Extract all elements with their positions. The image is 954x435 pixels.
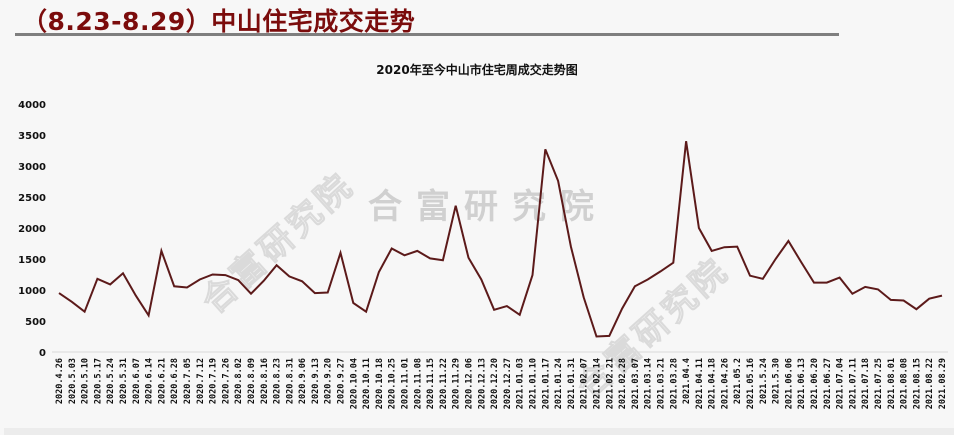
x-axis-tick: 2021.04.26: [720, 358, 730, 409]
y-axis-tick: 500: [25, 317, 46, 328]
x-axis-tick: 2020.7.05: [183, 358, 193, 404]
watermark-center: 合富研究院: [368, 187, 608, 227]
x-axis-tick: 2021.01.31: [567, 358, 577, 409]
y-axis-tick: 3000: [18, 162, 46, 173]
chart-title: 2020年至今中山市住宅周成交走势图: [376, 63, 578, 77]
x-axis-tick: 2020.5.17: [93, 358, 103, 404]
x-axis-tick: 2021.08.01: [887, 358, 897, 409]
x-axis-tick: 2020.9.27: [337, 358, 347, 404]
y-axis-tick: 2500: [18, 193, 46, 204]
x-axis-tick: 2020.9.20: [324, 358, 334, 404]
x-axis-tick: 2021.5.24: [759, 358, 769, 404]
x-axis-tick: 2021.08.22: [925, 358, 935, 409]
y-axis-tick: 4000: [18, 100, 46, 111]
x-axis-tick: 2020.6.07: [132, 358, 142, 404]
series-line: [58, 141, 943, 338]
x-axis-tick: 2020.8.31: [285, 358, 295, 404]
x-axis-tick: 2021.05.2: [733, 358, 743, 404]
page-title: （8.23-8.29）中山住宅成交走势: [22, 7, 416, 36]
x-axis-tick: 2021.05.16: [746, 358, 756, 409]
x-axis-tick: 2020.12.20: [490, 358, 500, 409]
x-axis-tick: 2021.08.29: [938, 358, 948, 409]
x-axis-tick: 2021.06.27: [823, 358, 833, 409]
x-axis-tick: 2020.11.15: [426, 358, 436, 409]
x-axis-tick: 2021.01.17: [541, 358, 551, 409]
x-axis-tick: 2020.5.24: [106, 358, 116, 404]
x-axis-tick: 2020.9.06: [298, 358, 308, 404]
x-axis-tick: 2020.8.02: [234, 358, 244, 404]
x-axis-tick: 2021.01.24: [554, 358, 564, 409]
x-axis-tick: 2021.04.11: [695, 358, 705, 409]
y-axis-tick: 0: [39, 348, 46, 359]
x-axis-tick: 2020.11.22: [439, 358, 449, 409]
x-axis-tick: 2021.06.06: [784, 358, 794, 409]
x-axis-tick: 2020.6.21: [157, 358, 167, 404]
x-axis-tick: 2020.7.26: [221, 358, 231, 404]
x-axis-tick: 2020.10.11: [362, 358, 372, 409]
x-axis-tick: 2021.01.03: [516, 358, 526, 409]
x-axis-tick: 2021.03.21: [656, 358, 666, 409]
x-axis-tick: 2021.08.15: [912, 358, 922, 409]
x-axis-tick: 2021.07.18: [861, 358, 871, 409]
x-axis-tick: 2021.03.14: [644, 358, 654, 409]
x-axis-tick: 2021.08.08: [900, 358, 910, 409]
x-axis-tick: 2021.02.28: [618, 358, 628, 409]
x-axis-tick: 2021.01.10: [528, 358, 538, 409]
x-axis-tick: 2021.06.13: [797, 358, 807, 409]
x-axis-tick: 2021.03.28: [669, 358, 679, 409]
x-axis-tick: 2021.07.11: [848, 358, 858, 409]
x-axis-tick: 2021.04.18: [708, 358, 718, 409]
x-axis-tick: 2020.12.27: [503, 358, 513, 409]
x-axis-tick: 2020.8.23: [273, 358, 283, 404]
x-axis-tick: 2020.4.26: [55, 358, 65, 404]
y-axis-tick: 1000: [18, 286, 46, 297]
x-axis-tick: 2020.11.08: [413, 358, 423, 409]
x-axis-tick: 2020.10.25: [388, 358, 398, 409]
x-axis-tick: 2020.10.18: [375, 358, 385, 409]
x-axis-tick: 2020.8.09: [247, 358, 257, 404]
x-axis-tick: 2021.02.14: [592, 358, 602, 409]
x-axis-tick: 2021.04.4: [682, 358, 692, 404]
title-divider: [15, 33, 839, 36]
y-axis-tick: 1500: [18, 255, 46, 266]
y-axis-tick: 2000: [18, 224, 46, 235]
x-axis-tick: 2020.12.06: [465, 358, 475, 409]
x-axis-tick: 2020.12.13: [477, 358, 487, 409]
x-axis-tick: 2020.5.10: [81, 358, 91, 404]
x-axis-tick: 2021.07.25: [874, 358, 884, 409]
x-axis-tick: 2020.6.28: [170, 358, 180, 404]
x-axis-tick: 2020.8.16: [260, 358, 270, 404]
x-axis-tick: 2020.5.31: [119, 358, 129, 404]
x-axis-tick: 2020.11.29: [452, 358, 462, 409]
watermark-left: 合富研究院: [194, 165, 362, 322]
y-axis-tick: 3500: [18, 131, 46, 142]
x-axis-tick: 2021.5.30: [772, 358, 782, 404]
x-axis-tick: 2020.9.13: [311, 358, 321, 404]
x-axis-tick: 2020.6.14: [145, 358, 155, 404]
x-axis-tick: 2020.10.04: [349, 358, 359, 409]
x-axis-tick: 2021.06.20: [810, 358, 820, 409]
x-axis-tick: 2021.07.04: [836, 358, 846, 409]
x-axis-tick: 2020.5.03: [68, 358, 78, 404]
x-axis-tick: 2021.03.07: [631, 358, 641, 409]
x-axis-tick: 2020.11.01: [401, 358, 411, 409]
bottom-band: [4, 428, 954, 435]
x-axis-tick: 2021.02.07: [580, 358, 590, 409]
x-axis-tick: 2021.02.21: [605, 358, 615, 409]
x-axis-tick: 2020.7.12: [196, 358, 206, 404]
x-axis-tick: 2020.7.19: [209, 358, 219, 404]
